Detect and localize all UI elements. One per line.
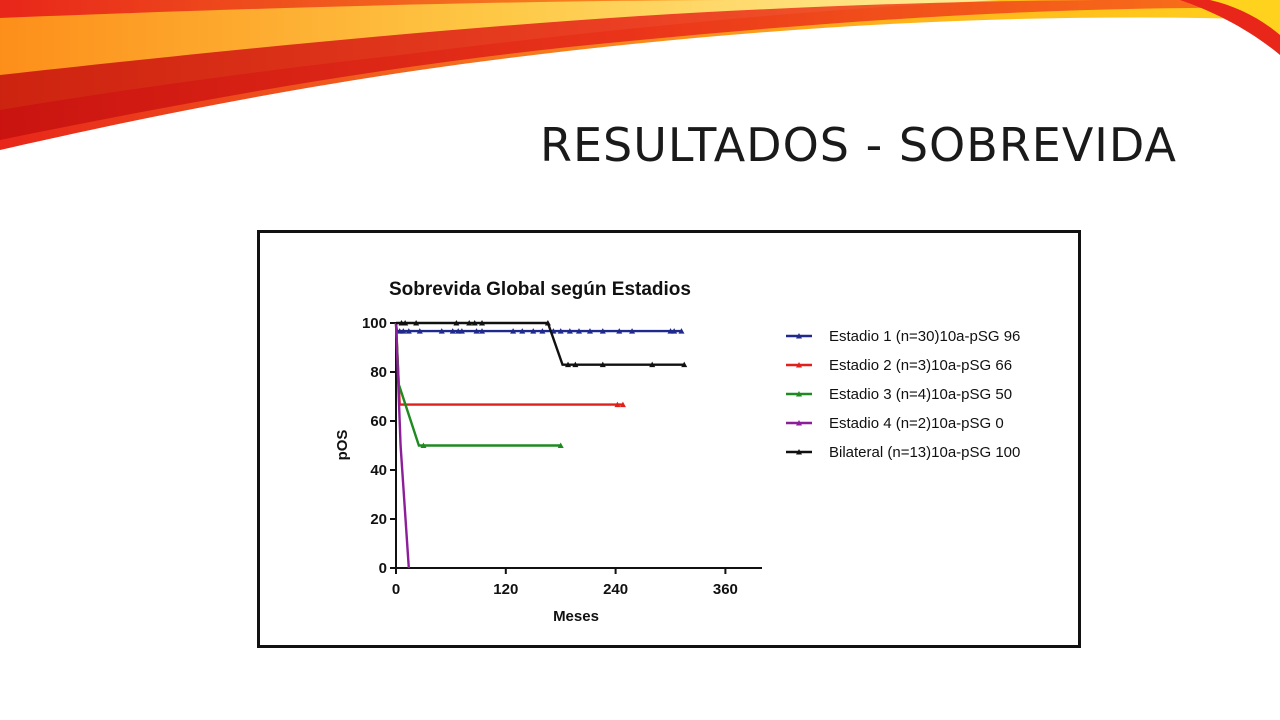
censor-mark xyxy=(557,442,564,448)
censor-mark xyxy=(678,328,685,334)
censor-mark xyxy=(616,328,623,334)
legend-marker-2 xyxy=(796,362,802,368)
censor-mark xyxy=(420,442,427,448)
chart-title: Sobrevida Global según Estadios xyxy=(389,279,691,300)
censor-mark xyxy=(479,320,486,326)
censor-mark xyxy=(681,361,688,368)
chart-legend: Estadio 1 (n=30)10a-pSG 96 Estadio 2 (n=3… xyxy=(786,328,1020,461)
censor-mark xyxy=(405,328,412,334)
censor-mark xyxy=(453,320,460,326)
legend-marker-3 xyxy=(796,391,802,397)
legend-label-5: Bilateral (n=13)10a-pSG 100 xyxy=(829,444,1020,461)
censor-mark xyxy=(400,328,407,334)
y-tick-label: 100 xyxy=(362,315,387,332)
censor-mark xyxy=(599,361,606,368)
censor-mark xyxy=(449,328,456,334)
censor-mark xyxy=(671,328,678,334)
y-tick-label: 80 xyxy=(370,364,387,381)
censor-mark xyxy=(557,328,564,334)
y-axis-label: pOS xyxy=(334,430,351,461)
decorative-swoosh xyxy=(0,0,1280,150)
legend-label-2: Estadio 2 (n=3)10a-pSG 66 xyxy=(829,357,1012,374)
censor-mark xyxy=(649,361,656,368)
slide-title: RESULTADOS - SOBREVIDA xyxy=(540,118,1177,172)
survival-chart: Sobrevida Global según Estadios 0 120 240 3… xyxy=(334,279,1020,625)
series-line-1 xyxy=(394,322,682,333)
censor-mark xyxy=(530,328,537,334)
x-axis-label: Meses xyxy=(553,608,599,625)
censor-mark xyxy=(510,328,517,334)
y-tick-label: 0 xyxy=(379,560,387,577)
x-tick-label: 120 xyxy=(493,581,518,598)
censor-mark xyxy=(572,361,579,368)
censor-mark xyxy=(619,401,626,408)
censor-mark xyxy=(576,328,582,334)
legend-label-4: Estadio 4 (n=2)10a-pSG 0 xyxy=(829,415,1004,432)
y-tick-label: 60 xyxy=(370,413,387,430)
series-line-3 xyxy=(394,322,561,447)
censor-mark xyxy=(413,320,420,326)
y-tick-label: 20 xyxy=(370,511,387,528)
series-line-4 xyxy=(394,322,411,569)
censor-mark xyxy=(519,328,526,334)
censor-mark xyxy=(471,320,478,326)
x-tick-label: 360 xyxy=(713,581,738,598)
x-tick-label: 0 xyxy=(392,581,400,598)
legend-label-3: Estadio 3 (n=4)10a-pSG 50 xyxy=(829,386,1012,403)
censor-mark xyxy=(599,328,606,334)
chart-axes: 0 120 240 360 0 20 40 60 80 100 xyxy=(362,315,762,598)
censor-mark xyxy=(566,328,573,334)
censor-mark xyxy=(473,328,480,334)
legend-marker-5 xyxy=(796,449,802,455)
censor-mark xyxy=(458,328,465,334)
censor-mark xyxy=(586,328,593,334)
series-line-5 xyxy=(396,321,685,366)
legend-label-1: Estadio 1 (n=30)10a-pSG 96 xyxy=(829,328,1020,345)
y-tick-label: 40 xyxy=(370,462,387,479)
censor-mark xyxy=(544,320,551,326)
x-tick-label: 240 xyxy=(603,581,628,598)
censor-mark xyxy=(479,328,486,334)
censor-mark xyxy=(402,320,409,326)
chart-frame: Sobrevida Global según Estadios 0 120 240 3… xyxy=(257,230,1081,648)
censor-mark xyxy=(466,320,473,326)
legend-marker-1 xyxy=(796,333,802,339)
legend-marker-4 xyxy=(796,420,802,426)
censor-mark xyxy=(539,328,546,334)
censor-mark xyxy=(614,401,621,408)
series-layer xyxy=(394,320,688,569)
censor-mark xyxy=(416,328,423,334)
censor-mark xyxy=(629,328,636,334)
censor-mark xyxy=(565,361,572,368)
censor-mark xyxy=(438,328,445,334)
